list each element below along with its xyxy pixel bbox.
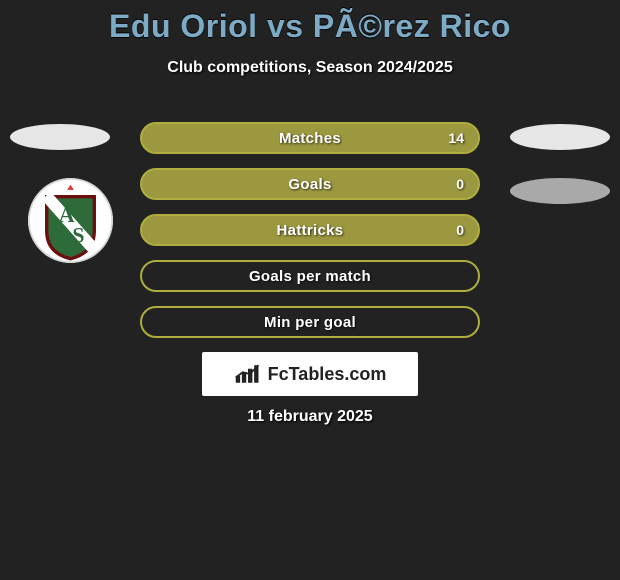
stat-row-goals: Goals 0 (140, 168, 480, 200)
stat-label: Goals per match (249, 268, 371, 285)
club-crest: A S (28, 178, 113, 263)
stat-label: Hattricks (277, 222, 344, 239)
stat-row-min-per-goal: Min per goal (140, 306, 480, 338)
stat-label: Goals (288, 176, 331, 193)
stat-value: 0 (456, 222, 464, 238)
date-text: 11 february 2025 (0, 408, 620, 426)
player-ellipse-right-1 (510, 124, 610, 150)
brand-box[interactable]: FcTables.com (202, 352, 418, 396)
stat-value: 14 (448, 130, 464, 146)
stat-row-matches: Matches 14 (140, 122, 480, 154)
page-title: Edu Oriol vs PÃ©rez Rico (0, 0, 620, 45)
stat-row-hattricks: Hattricks 0 (140, 214, 480, 246)
svg-text:S: S (72, 223, 84, 248)
player-ellipse-left (10, 124, 110, 150)
stat-label: Min per goal (264, 314, 356, 331)
chart-icon (234, 363, 262, 385)
stat-value: 0 (456, 176, 464, 192)
brand-container: FcTables.com (0, 352, 620, 396)
player-ellipse-right-2 (510, 178, 610, 204)
page-subtitle: Club competitions, Season 2024/2025 (0, 59, 620, 77)
brand-text: FcTables.com (268, 364, 387, 385)
stat-label: Matches (279, 130, 341, 147)
stats-rows: Matches 14 Goals 0 Hattricks 0 Goals per… (140, 122, 480, 352)
stat-row-goals-per-match: Goals per match (140, 260, 480, 292)
